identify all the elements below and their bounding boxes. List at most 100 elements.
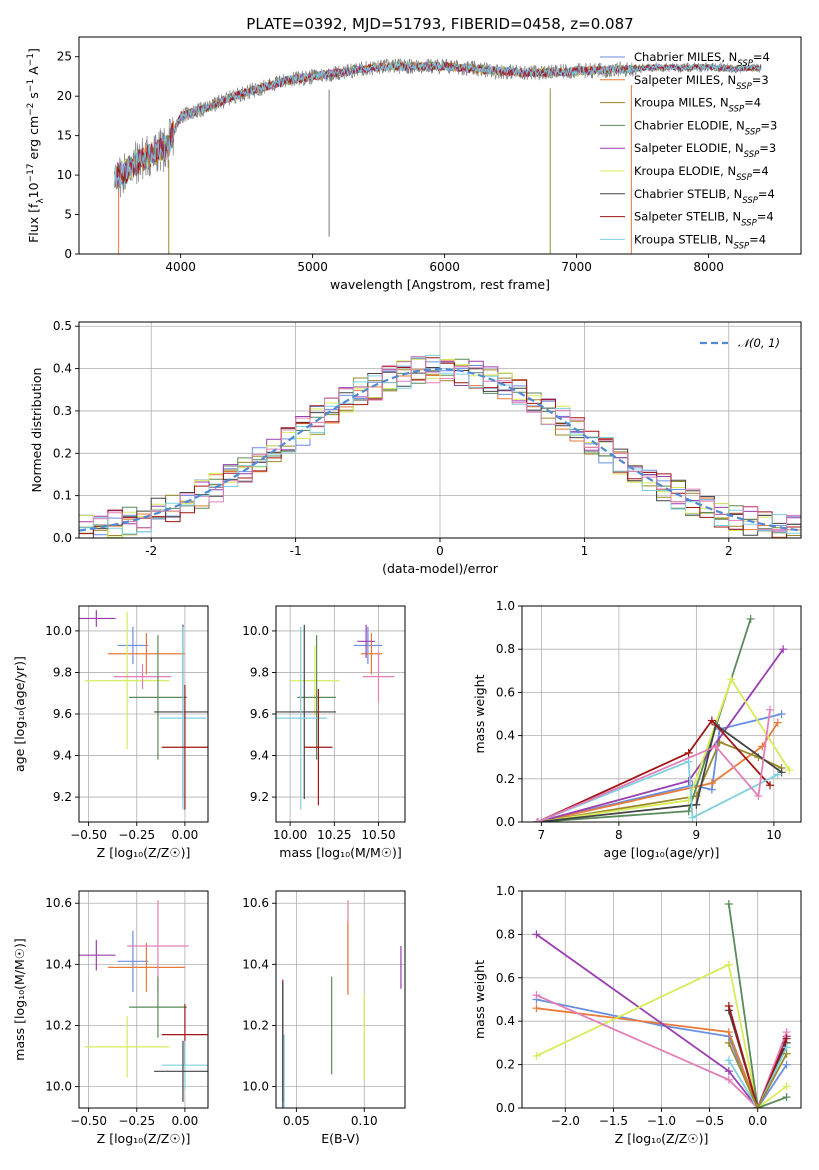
y-tick-label: 10.2 xyxy=(242,1018,269,1032)
y-axis-label: mass weight xyxy=(472,960,487,1039)
x-tick-label: 0.10 xyxy=(351,1114,378,1128)
axes-residuals: -2 -1 0 1 2 0.0 0.1 0.2 0.3 0.4 0.5 (data-model)/er… xyxy=(29,319,802,576)
y-tick-label: 0.0 xyxy=(53,531,72,545)
x-axis-label: Z [log₁₀(Z/Z☉)] xyxy=(97,845,191,860)
weight-marker xyxy=(779,645,788,654)
weight-marker xyxy=(753,1104,762,1108)
weight-marker xyxy=(766,705,774,714)
weight-marker xyxy=(724,1038,733,1047)
weight-marker xyxy=(711,742,720,751)
plot-layer: 4000 5000 6000 7000 80000510152025wavelength… xyxy=(12,36,802,1146)
weight-marker xyxy=(727,675,736,684)
figure-title: PLATE=0392, MJD=51793, FIBERID=0458, z=0… xyxy=(246,15,633,33)
weight-line xyxy=(537,709,771,822)
x-tick-label: -1 xyxy=(290,544,302,558)
x-tick-label: 10.25 xyxy=(317,828,351,842)
y-tick-label: 0.3 xyxy=(53,404,72,418)
y-axis-label: age [log₁₀(age/yr)] xyxy=(12,656,27,772)
plot-area-mass-vs-ebv xyxy=(282,900,402,1108)
weight-marker xyxy=(532,1051,541,1060)
y-tick-label: 9.4 xyxy=(53,749,72,763)
x-tick-label: 0.00 xyxy=(172,828,199,842)
x-axis-label: E(B-V) xyxy=(321,1131,360,1146)
y-tick-label: 10.0 xyxy=(45,1080,72,1094)
legend-entry: Salpeter STELIB, NSSP=4 xyxy=(634,210,774,229)
y-tick-label: 10.6 xyxy=(242,896,269,910)
y-tick-label: 9.2 xyxy=(53,790,72,804)
axes-frame xyxy=(521,605,802,823)
axes-frame xyxy=(78,890,209,1109)
x-axis-label: mass [log₁₀(M/M☉)] xyxy=(279,845,401,860)
weight-marker xyxy=(746,614,755,623)
plot-area-spectrum xyxy=(114,58,762,254)
y-tick-label: 10.6 xyxy=(45,896,72,910)
weight-marker xyxy=(785,766,794,775)
x-tick-label: 0 xyxy=(436,544,444,558)
axes-age-vs-Z: −0.50 −0.25 0.00 9.2 9.4 9.6 9.8 10.0 Z [log₁₀(Z… xyxy=(12,605,209,860)
x-tick-label: −0.5 xyxy=(695,1114,724,1128)
weight-line xyxy=(537,722,779,822)
weight-marker xyxy=(532,930,541,939)
x-tick-label: -2 xyxy=(145,544,157,558)
weight-line xyxy=(537,760,779,822)
weight-line xyxy=(728,1046,788,1108)
x-tick-label: 7000 xyxy=(561,260,592,274)
y-tick-label: 0.2 xyxy=(53,446,72,460)
y-tick-label: 5 xyxy=(64,208,72,222)
x-tick-label: 4000 xyxy=(165,260,196,274)
weight-line xyxy=(727,1005,788,1108)
x-axis-label: wavelength [Angstrom, rest frame] xyxy=(330,277,550,292)
y-tick-label: 0.6 xyxy=(496,685,515,699)
x-tick-label: 10.00 xyxy=(273,828,307,842)
weight-marker xyxy=(773,770,782,779)
y-tick-label: 1.0 xyxy=(496,599,515,613)
y-tick-label: 0.2 xyxy=(496,772,515,786)
y-tick-label: 0.6 xyxy=(496,971,515,985)
axes-weight-vs-Z: −2.0 −1.5 −1.0 −0.5 0.0 0.0 0.2 0.4 0.6 0.8 1.0 Z [… xyxy=(472,884,802,1146)
spectrum-line xyxy=(114,61,762,189)
axes-age-vs-mass: 10.00 10.25 10.50 9.2 9.4 9.6 9.8 10.0 mass [log… xyxy=(242,605,406,860)
x-tick-label: 8000 xyxy=(693,260,724,274)
legend-entry: Kroupa STELIB, NSSP=4 xyxy=(634,232,766,251)
legend-entry: Chabrier MILES, NSSP=4 xyxy=(634,50,770,69)
x-tick-label: −0.25 xyxy=(118,828,155,842)
x-tick-label: 8 xyxy=(615,828,623,842)
y-axis-label: mass [log₁₀(M/M☉)] xyxy=(12,938,27,1060)
y-tick-label: 10.4 xyxy=(45,957,72,971)
weight-line xyxy=(537,719,771,822)
legend-entry: Chabrier STELIB, NSSP=4 xyxy=(634,187,775,206)
weight-line xyxy=(727,903,787,1108)
y-tick-label: 20 xyxy=(57,89,72,103)
legend-entry: Chabrier ELODIE, NSSP=3 xyxy=(634,118,777,137)
weight-marker xyxy=(724,1056,733,1065)
y-axis-label: Normed distribution xyxy=(29,368,44,493)
y-tick-label: 0.0 xyxy=(496,815,515,829)
x-tick-label: 5000 xyxy=(297,260,328,274)
x-tick-label: 0.05 xyxy=(283,1114,310,1128)
plot-area-age-vs-mass xyxy=(276,624,395,810)
weight-line xyxy=(537,723,783,822)
weight-marker xyxy=(782,1034,791,1043)
plot-area-weight-vs-Z xyxy=(532,900,791,1108)
axes-frame xyxy=(78,36,802,255)
weight-marker xyxy=(782,1082,791,1091)
legend-entry: Salpeter MILES, NSSP=3 xyxy=(634,73,769,92)
y-tick-label: 1.0 xyxy=(496,884,515,898)
y-tick-label: 9.6 xyxy=(53,707,72,721)
y-tick-label: 0.4 xyxy=(496,1014,515,1028)
weight-marker xyxy=(684,776,693,785)
axes-frame xyxy=(275,890,406,1109)
x-tick-label: 0.00 xyxy=(172,1114,199,1128)
y-tick-label: 9.8 xyxy=(53,665,72,679)
y-tick-label: 10 xyxy=(57,168,72,182)
y-tick-label: 0 xyxy=(64,247,72,261)
y-axis-label: Flux [fλ10−17 erg cm−2 s−1 A−1] xyxy=(26,48,46,243)
weight-marker xyxy=(724,1075,733,1084)
axes-mass-vs-ebv: 0.05 0.10 10.0 10.2 10.4 10.6 E(B-V) xyxy=(242,890,406,1146)
x-tick-label: 10 xyxy=(766,828,781,842)
gaussian-curve xyxy=(79,367,801,532)
legend-entry: Kroupa MILES, NSSP=4 xyxy=(634,96,761,115)
x-tick-label: 6000 xyxy=(429,260,460,274)
weight-marker xyxy=(777,710,786,718)
